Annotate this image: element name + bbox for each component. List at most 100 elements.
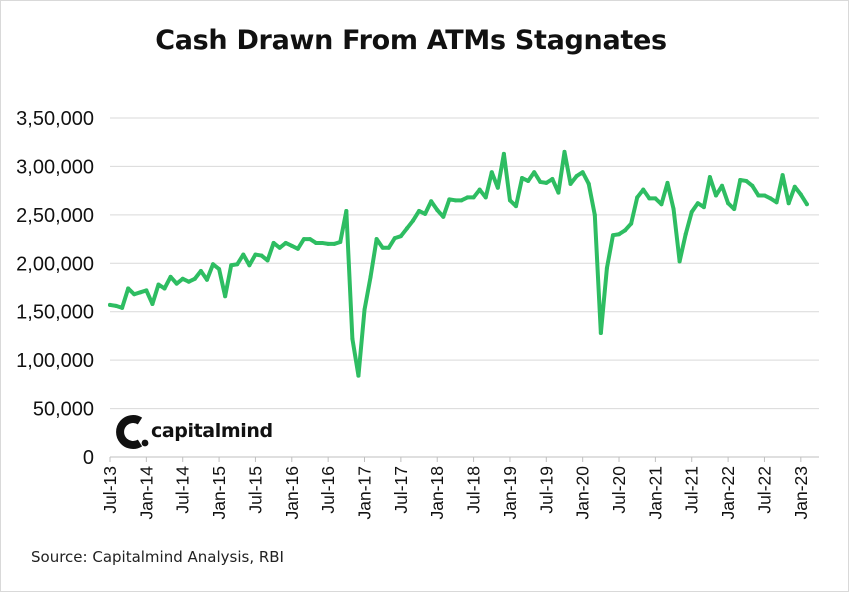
x-tick-label: Jul-20 — [609, 466, 629, 514]
data-point — [678, 259, 682, 263]
data-point — [459, 198, 463, 202]
data-point — [769, 196, 773, 200]
data-point — [684, 232, 688, 236]
data-point — [326, 242, 330, 246]
data-point — [314, 241, 318, 245]
data-point — [635, 195, 639, 199]
data-point — [344, 209, 348, 213]
data-point — [799, 193, 803, 197]
data-point — [338, 240, 342, 244]
data-point — [781, 173, 785, 177]
chart-frame: Cash Drawn From ATMs Stagnates 0 50,000 1,… — [0, 0, 849, 592]
data-point — [175, 282, 179, 286]
data-point — [187, 280, 191, 284]
data-point — [241, 253, 245, 257]
x-tick-label: Jan-15 — [209, 466, 229, 520]
data-point — [302, 237, 306, 241]
data-point — [363, 308, 367, 312]
data-point — [526, 179, 530, 183]
data-point — [235, 262, 239, 266]
data-point — [144, 288, 148, 292]
x-tick-label: Jan-18 — [427, 466, 447, 520]
data-point — [156, 283, 160, 287]
data-point — [296, 247, 300, 251]
data-point — [393, 236, 397, 240]
data-point — [405, 226, 409, 230]
data-point — [356, 374, 360, 378]
data-point — [672, 207, 676, 211]
data-point — [266, 258, 270, 262]
data-point — [562, 150, 566, 154]
data-point — [490, 170, 494, 174]
data-point — [247, 263, 251, 267]
data-point — [169, 275, 173, 279]
data-point — [532, 170, 536, 174]
x-tick-label: Jul-14 — [173, 466, 193, 514]
data-point — [714, 193, 718, 197]
data-point — [556, 191, 560, 195]
data-point — [223, 294, 227, 298]
data-point — [575, 174, 579, 178]
data-point — [114, 304, 118, 308]
data-point — [138, 290, 142, 294]
gridlines — [110, 118, 819, 409]
x-tick-label: Jan-16 — [282, 466, 302, 520]
data-point — [726, 201, 730, 205]
data-point — [702, 205, 706, 209]
data-point — [762, 193, 766, 197]
data-point — [738, 178, 742, 182]
data-point — [805, 202, 809, 206]
data-point — [708, 175, 712, 179]
data-point — [569, 182, 573, 186]
data-point — [611, 233, 615, 237]
data-point — [253, 253, 257, 257]
x-tick-label: Jul-21 — [682, 466, 702, 514]
y-tick-label: 3,00,000 — [16, 156, 94, 178]
y-tick-label: 2,00,000 — [16, 253, 94, 275]
data-point — [587, 182, 591, 186]
data-point — [466, 195, 470, 199]
data-point — [435, 208, 439, 212]
data-point — [229, 263, 233, 267]
data-point — [332, 242, 336, 246]
data-point — [750, 184, 754, 188]
x-tick-label: Jul-19 — [536, 466, 556, 514]
data-point — [447, 197, 451, 201]
data-point — [260, 254, 264, 258]
x-tick-label: Jul-22 — [754, 466, 774, 514]
data-point — [199, 269, 203, 273]
x-tick-label: Jan-17 — [355, 466, 375, 520]
x-tick-label: Jan-21 — [645, 466, 665, 520]
y-tick-label: 2,50,000 — [16, 205, 94, 227]
data-point — [793, 185, 797, 189]
x-tick-label: Jul-17 — [391, 466, 411, 514]
data-point — [617, 232, 621, 236]
data-point — [544, 181, 548, 185]
data-point — [690, 210, 694, 214]
data-point — [399, 234, 403, 238]
data-point — [502, 152, 506, 156]
x-tick-label: Jul-16 — [318, 466, 338, 514]
data-point — [478, 188, 482, 192]
data-point — [696, 201, 700, 205]
data-point — [653, 196, 657, 200]
data-point — [732, 207, 736, 211]
data-point — [787, 201, 791, 205]
data-point — [163, 286, 167, 290]
data-point — [659, 202, 663, 206]
data-point — [417, 209, 421, 213]
data-point — [581, 170, 585, 174]
data-point — [744, 179, 748, 183]
x-tick-label: Jan-20 — [573, 466, 593, 520]
data-point — [605, 266, 609, 270]
data-point — [272, 241, 276, 245]
data-point — [484, 195, 488, 199]
data-point — [623, 228, 627, 232]
data-point — [217, 267, 221, 271]
data-point — [453, 198, 457, 202]
x-tick-label: Jul-13 — [100, 466, 120, 514]
data-point — [720, 184, 724, 188]
data-point — [132, 292, 136, 296]
data-point — [108, 303, 112, 307]
data-point — [126, 286, 130, 290]
